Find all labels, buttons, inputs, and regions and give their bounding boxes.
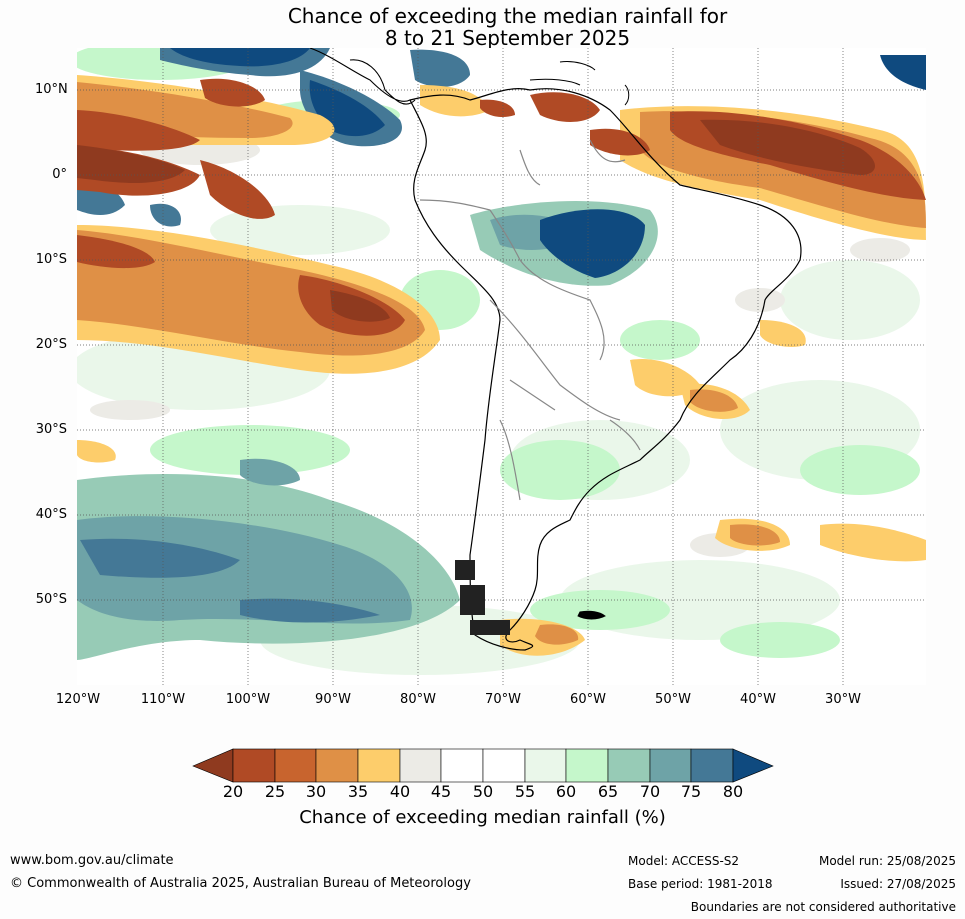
- colorbar: [192, 748, 774, 783]
- colorbar-cell-65-70: [607, 748, 651, 783]
- map-title-line1: Chance of exceeding the median rainfall …: [287, 4, 728, 28]
- lon-label-120w: 120°W: [55, 692, 101, 707]
- lat-label-30s: 30°S: [35, 422, 67, 437]
- colorbar-tick-80: 80: [722, 782, 744, 801]
- colorbar-tick-70: 70: [639, 782, 661, 801]
- colorbar-over-arrow: [732, 748, 774, 783]
- colorbar-tick-30: 30: [305, 782, 327, 801]
- lon-label-100w: 100°W: [225, 692, 271, 707]
- colorbar-cell-60-65: [565, 748, 609, 783]
- colorbar-cell-50-55: [482, 748, 526, 783]
- lat-label-10n: 10°N: [35, 82, 68, 97]
- central-america-coastline: [309, 48, 416, 105]
- colorbar-tick-65: 65: [597, 782, 619, 801]
- caribbean-coastline: [529, 61, 630, 106]
- colorbar-title: Chance of exceeding median rainfall (%): [299, 807, 666, 828]
- footer-base-period: Base period: 1981-2018: [628, 877, 773, 891]
- lat-label-50s: 50°S: [35, 592, 67, 607]
- colorbar-cell-20-25: [232, 748, 276, 783]
- lon-label-30w: 30°W: [825, 692, 861, 707]
- colorbar-cell-55-60: [524, 748, 567, 783]
- amazon-wet-anomaly: [470, 200, 658, 286]
- colorbar-tick-55: 55: [514, 782, 536, 801]
- graticule: [77, 48, 926, 685]
- colorbar-cell-75-80: [690, 748, 734, 783]
- footer-model-run: Model run: 25/08/2025: [818, 854, 956, 868]
- dry-anomaly-severe: [77, 119, 875, 322]
- colorbar-cell-70-75: [649, 748, 692, 783]
- colorbar-cell-35-40: [357, 748, 401, 783]
- lat-label-0: 0°: [52, 167, 67, 182]
- footer-issued: Issued: 27/08/2025: [840, 877, 956, 891]
- lon-label-60w: 60°W: [570, 692, 606, 707]
- footer-disclaimer: Boundaries are not considered authoritat…: [690, 900, 956, 914]
- colorbar-tick-40: 40: [389, 782, 411, 801]
- lon-label-110w: 110°W: [140, 692, 186, 707]
- colorbar-cell-25-30: [274, 748, 317, 783]
- southern-wet-anomaly: [77, 458, 460, 660]
- map-title-line2: 8 to 21 September 2025: [384, 26, 631, 50]
- colorbar-cell-40-45: [399, 748, 442, 783]
- probability-60-65-areas: [77, 48, 920, 658]
- colorbar-tick-75: 75: [680, 782, 702, 801]
- lon-label-50w: 50°W: [655, 692, 691, 707]
- footer-model: Model: ACCESS-S2: [628, 854, 740, 868]
- country-borders: [419, 139, 641, 501]
- colorbar-tick-35: 35: [347, 782, 369, 801]
- colorbar-tick-25: 25: [264, 782, 286, 801]
- lon-label-40w: 40°W: [740, 692, 776, 707]
- lon-label-70w: 70°W: [485, 692, 521, 707]
- falkland-islands: [577, 610, 606, 620]
- rainfall-field: [77, 48, 926, 685]
- lon-label-80w: 80°W: [400, 692, 436, 707]
- colorbar-cell-45-50: [440, 748, 484, 783]
- lat-label-20s: 20°S: [35, 337, 67, 352]
- chilean-fjords: [455, 560, 510, 635]
- lat-label-10s: 10°S: [35, 252, 67, 267]
- footer-copyright: © Commonwealth of Australia 2025, Austra…: [10, 876, 471, 891]
- colorbar-tick-60: 60: [555, 782, 577, 801]
- footer-url: www.bom.gov.au/climate: [10, 853, 174, 868]
- lat-label-40s: 40°S: [35, 507, 67, 522]
- colorbar-tick-50: 50: [472, 782, 494, 801]
- colorbar-tick-20: 20: [222, 782, 244, 801]
- colorbar-under-arrow: [192, 748, 234, 783]
- colorbar-tick-45: 45: [430, 782, 452, 801]
- south-america-coastline: [409, 88, 802, 651]
- lon-label-90w: 90°W: [315, 692, 351, 707]
- colorbar-cell-30-35: [315, 748, 359, 783]
